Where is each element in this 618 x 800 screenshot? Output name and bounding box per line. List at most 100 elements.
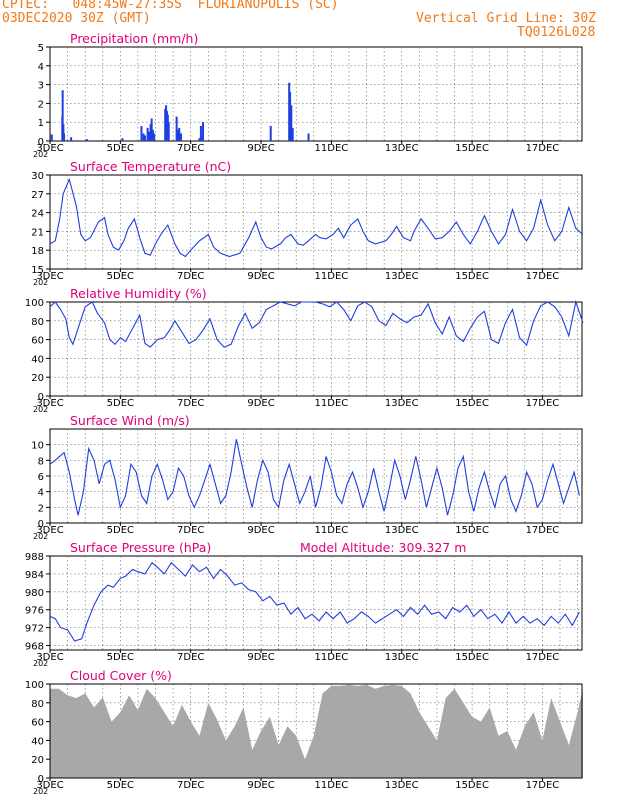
cloud-xtick-label: 5DEC xyxy=(107,780,134,791)
precip-ytick-label: 3 xyxy=(38,81,44,92)
precip-ytick-label: 4 xyxy=(38,62,44,73)
rh-xtick-label: 5DEC xyxy=(107,398,134,409)
precip-bar xyxy=(269,125,272,141)
rh-xtick-label: 13DEC xyxy=(385,398,419,409)
precip-bar xyxy=(307,133,310,141)
rh-xtick-label: 3DEC xyxy=(36,398,63,409)
wind-ytick-label: 6 xyxy=(38,472,44,483)
precip-bar xyxy=(153,133,156,141)
precip-bar xyxy=(289,92,292,141)
cloud-ytick-label: 80 xyxy=(31,699,44,710)
temp-xtick-label: 13DEC xyxy=(385,271,419,282)
precip-xtick-label: 5DEC xyxy=(107,143,134,154)
pressure-year-stub: 202 xyxy=(33,659,48,668)
wind-xtick-label: 15DEC xyxy=(455,525,489,536)
temp-ytick-label: 15 xyxy=(31,265,44,276)
temp-frame xyxy=(49,174,583,270)
temp-xtick-label: 9DEC xyxy=(247,271,274,282)
pressure-xtick-label: 5DEC xyxy=(107,652,134,663)
temp-title: Surface Temperature (nC) xyxy=(70,159,231,174)
precip-xtick-label: 3DEC xyxy=(36,143,63,154)
cloud-xtick-label: 13DEC xyxy=(385,780,419,791)
precip-xtick-label: 17DEC xyxy=(526,143,560,154)
rh-xtick-label: 7DEC xyxy=(177,398,204,409)
rh-frame xyxy=(49,301,583,397)
pressure-ytick-label: 980 xyxy=(25,588,44,599)
cloud-ytick-label: 0 xyxy=(38,774,44,785)
precip-bar xyxy=(199,125,202,141)
wind-ytick-label: 10 xyxy=(31,441,44,452)
wind-xtick-label: 17DEC xyxy=(526,525,560,536)
precip-bar xyxy=(180,133,183,141)
precip-bar xyxy=(85,139,88,141)
rh-ytick-label: 100 xyxy=(25,298,44,309)
precip-bar xyxy=(148,131,151,141)
precip-bar xyxy=(70,137,73,141)
rh-year-stub: 202 xyxy=(33,405,48,414)
cloud-area xyxy=(50,684,583,778)
precip-bar xyxy=(167,122,170,141)
pressure-ytick-label: 984 xyxy=(25,570,44,581)
precip-bar xyxy=(149,124,152,141)
rh-xtick-label: 11DEC xyxy=(315,398,349,409)
pressure-ytick-label: 988 xyxy=(25,552,44,563)
temp-ytick-label: 18 xyxy=(31,246,44,257)
pressure-xtick-label: 13DEC xyxy=(385,652,419,663)
temp-xtick-label: 7DEC xyxy=(177,271,204,282)
header-model: TQ0126L028 xyxy=(517,25,596,40)
precip-xtick-label: 7DEC xyxy=(177,143,204,154)
precip-ytick-label: 1 xyxy=(38,118,44,129)
cloud-ytick-label: 60 xyxy=(31,718,44,729)
precip-year-stub: 202 xyxy=(33,150,48,159)
cloud-xtick-label: 15DEC xyxy=(455,780,489,791)
header-grid-line: Vertical Grid Line: 30Z xyxy=(416,11,597,26)
cloud-title: Cloud Cover (%) xyxy=(70,668,172,683)
temp-year-stub: 202 xyxy=(33,278,48,287)
temp-ytick-label: 24 xyxy=(31,209,44,220)
pressure-title: Surface Pressure (hPa) xyxy=(70,540,211,555)
precip-bar xyxy=(50,134,53,141)
pressure-annotation: Model Altitude: 309.327 m xyxy=(300,540,466,555)
wind-xtick-label: 11DEC xyxy=(315,525,349,536)
cloud-frame-overlay xyxy=(49,683,583,779)
precip-bar xyxy=(202,122,205,141)
precip-bar xyxy=(176,129,179,141)
rh-series-line xyxy=(49,299,584,348)
header-date: 03DEC2020 30Z (GMT) xyxy=(2,11,151,26)
pressure-ytick-label: 968 xyxy=(25,642,44,653)
cloud-xtick-label: 7DEC xyxy=(177,780,204,791)
wind-xtick-label: 7DEC xyxy=(177,525,204,536)
precip-xtick-label: 13DEC xyxy=(385,143,419,154)
cloud-ytick-label: 20 xyxy=(31,755,44,766)
precip-bar xyxy=(290,105,293,141)
rh-ytick-label: 20 xyxy=(31,373,44,384)
temp-xtick-label: 17DEC xyxy=(526,271,560,282)
pressure-xtick-label: 3DEC xyxy=(36,652,63,663)
precip-bar xyxy=(142,133,145,141)
precip-bar xyxy=(140,125,143,141)
precip-ytick-label: 2 xyxy=(38,99,44,110)
wind-title: Surface Wind (m/s) xyxy=(70,413,190,428)
pressure-xtick-label: 9DEC xyxy=(247,652,274,663)
pressure-frame xyxy=(49,555,583,651)
precip-ytick-label: 5 xyxy=(38,43,44,54)
precip-bar xyxy=(198,138,201,141)
temp-ytick-label: 27 xyxy=(31,190,44,201)
cloud-xtick-label: 9DEC xyxy=(247,780,274,791)
precip-bar xyxy=(61,90,64,141)
wind-ytick-label: 0 xyxy=(38,519,44,530)
wind-year-stub: 202 xyxy=(33,532,48,541)
precip-bar xyxy=(178,127,181,141)
header-station: CPTEC: 048:45W-27:35S FLORIANOPOLIS (SC) xyxy=(2,0,339,12)
precip-bar xyxy=(175,116,178,141)
pressure-ytick-label: 972 xyxy=(25,624,44,635)
precip-bar xyxy=(291,127,294,141)
pressure-xtick-label: 17DEC xyxy=(526,652,560,663)
wind-xtick-label: 5DEC xyxy=(107,525,134,536)
cloud-year-stub: 202 xyxy=(33,787,48,796)
cloud-ytick-label: 100 xyxy=(25,680,44,691)
cloud-xtick-label: 3DEC xyxy=(36,780,63,791)
pressure-xtick-label: 7DEC xyxy=(177,652,204,663)
